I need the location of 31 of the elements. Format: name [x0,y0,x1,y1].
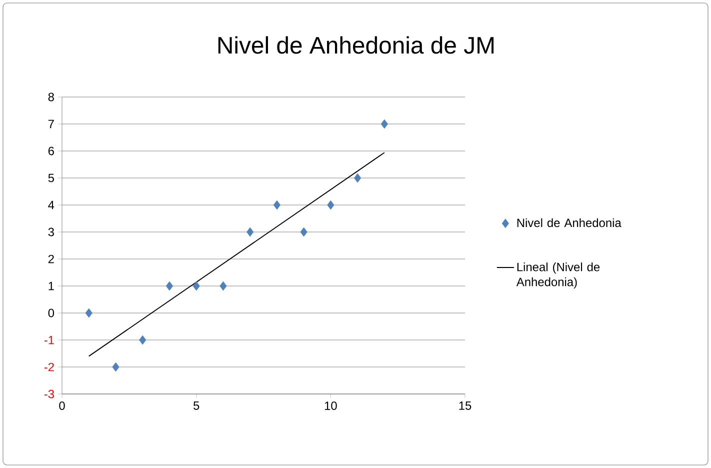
point [166,281,174,291]
y-tick-label: 3 [48,228,54,236]
y-tick-label: 4 [48,200,54,210]
x-tick-label: 15 [459,402,472,410]
point [246,227,254,237]
legend-label: Nivel de Anhedonia [517,218,622,228]
y-tick-label: 6 [48,146,54,156]
y-tick-label: 1 [48,282,54,290]
point [327,200,334,210]
y-tick-label: -1 [44,336,54,344]
x-tick-label: 5 [194,402,200,410]
point [220,281,227,291]
y-tick-label: -3 [44,390,54,398]
y-tick-label: -2 [44,362,54,372]
x-tick-label: 10 [324,402,337,410]
y-tick-label: 7 [48,120,54,128]
point [192,281,200,291]
point [273,200,281,210]
y-tick-label: 2 [48,254,54,264]
point [354,173,362,183]
legend-label: Lineal (Nivel de Anhedonia) [516,262,600,289]
point [112,362,120,372]
y-tick-label: 5 [48,174,54,182]
point [380,119,388,129]
point [300,227,308,237]
x-tick-label: 0 [59,402,65,410]
point [139,335,146,345]
y-tick-label: 0 [48,308,54,318]
y-tick-label: 8 [48,92,54,102]
point [85,308,92,318]
chart-title: Nivel de Anhedonia de JM [218,36,494,54]
